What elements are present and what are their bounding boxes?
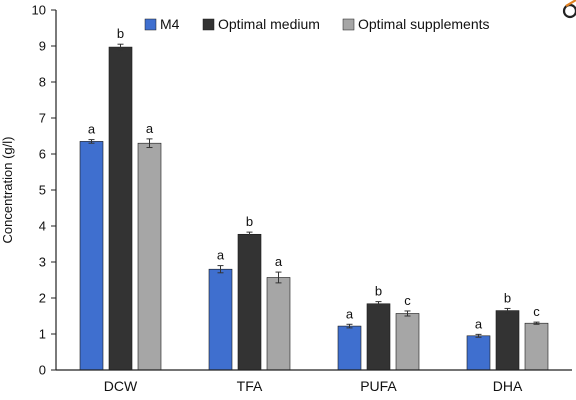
y-tick-label: 9 <box>39 39 46 54</box>
significance-letter: a <box>146 121 154 136</box>
significance-letter: a <box>88 122 96 137</box>
bar-pufa-0 <box>337 325 362 371</box>
y-tick-label: 8 <box>39 75 46 90</box>
legend-swatch <box>342 18 355 31</box>
category-label: DHA <box>493 378 523 394</box>
significance-letter: a <box>475 316 483 331</box>
category-label: PUFA <box>360 378 397 394</box>
bar-pufa-1 <box>366 303 391 371</box>
legend: M4 Optimal medium Optimal supplements <box>144 16 490 32</box>
y-tick-label: 4 <box>39 219 46 234</box>
x-axis-categories: DCW TFA PUFA DHA <box>104 378 523 394</box>
significance-letter: b <box>504 290 511 305</box>
y-tick-label: 3 <box>39 255 46 270</box>
legend-label: M4 <box>160 16 180 32</box>
bar-dha-2 <box>524 322 549 371</box>
significance-letter: a <box>275 254 283 269</box>
bar-dcw-1 <box>108 46 133 371</box>
bar-tfa-2 <box>266 277 291 371</box>
bar-tfa-1 <box>237 233 262 371</box>
bar-dha-1 <box>495 310 520 371</box>
significance-letter: b <box>246 214 253 229</box>
legend-swatch <box>202 18 215 31</box>
y-tick-label: 10 <box>32 3 46 18</box>
bar-dcw-2 <box>137 142 162 371</box>
legend-label: Optimal supplements <box>358 16 490 32</box>
y-tick-label: 7 <box>39 111 46 126</box>
category-label: TFA <box>237 378 263 394</box>
significance-letter: a <box>346 306 354 321</box>
bar-dha-0 <box>466 335 491 371</box>
bars-group: a b a a b a a b c a b c <box>79 26 549 371</box>
y-tick-label: 0 <box>39 363 46 378</box>
bar-tfa-0 <box>208 268 233 371</box>
bar-pufa-2 <box>395 313 420 371</box>
significance-letter: a <box>217 248 225 263</box>
legend-label: Optimal medium <box>218 16 320 32</box>
significance-letter: b <box>117 26 124 41</box>
y-tick-label: 1 <box>39 327 46 342</box>
y-tick-label: 6 <box>39 147 46 162</box>
category-label: DCW <box>104 378 138 394</box>
bar-dcw-0 <box>79 141 104 371</box>
y-axis-title: Concentration (g/l) <box>0 137 15 244</box>
significance-letter: b <box>375 284 382 299</box>
y-tick-label: 5 <box>39 183 46 198</box>
legend-swatch <box>144 18 157 31</box>
axes <box>55 10 572 371</box>
y-axis-ticks: 0 1 2 3 4 5 6 7 8 9 10 <box>32 3 56 378</box>
significance-letter: c <box>533 304 540 319</box>
y-tick-label: 2 <box>39 291 46 306</box>
circle-arrow-icon <box>562 0 576 19</box>
significance-letter: c <box>404 293 411 308</box>
